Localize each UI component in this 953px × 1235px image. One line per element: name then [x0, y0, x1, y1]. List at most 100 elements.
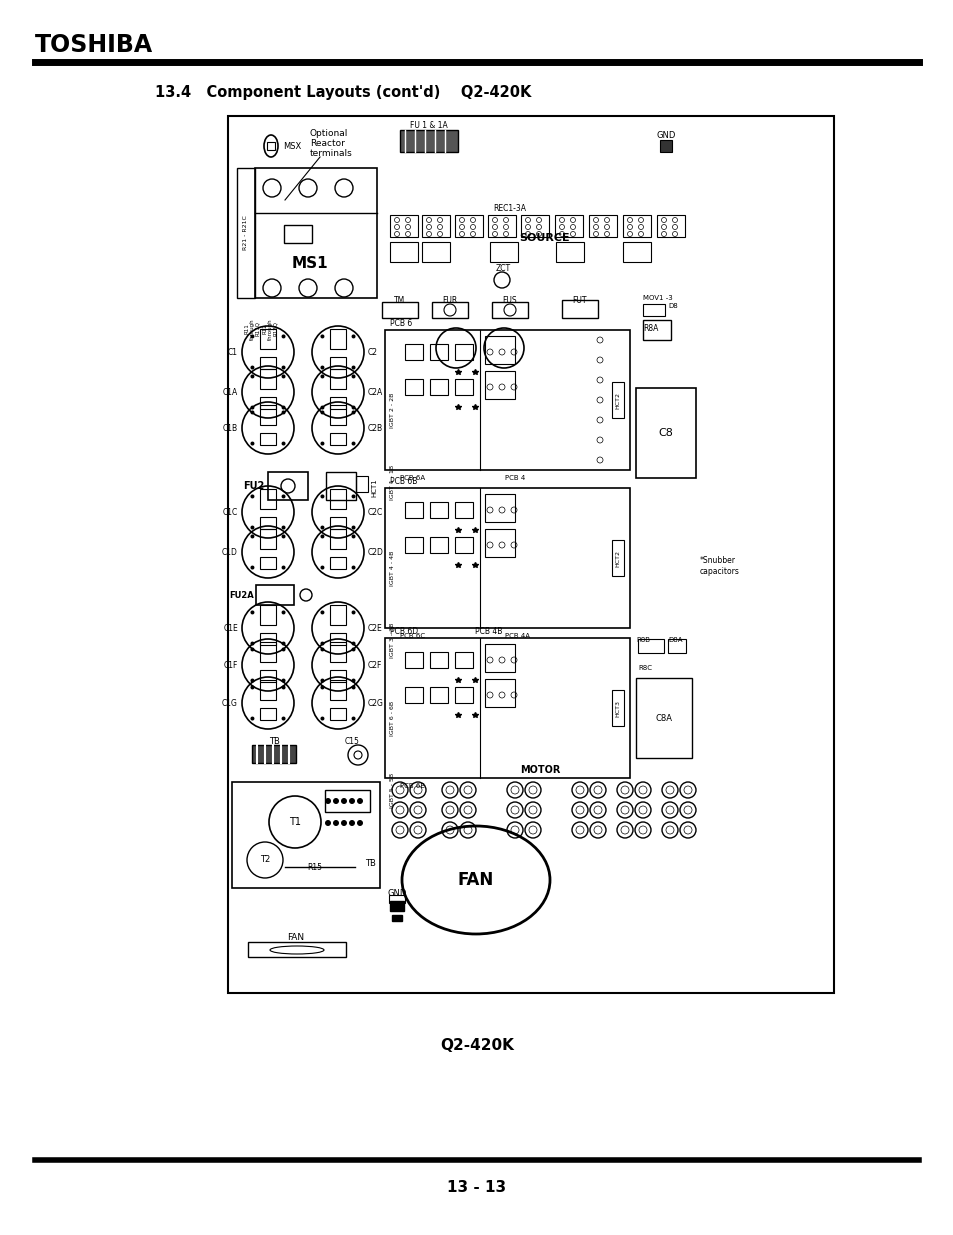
Bar [430, 687, 448, 703]
Bar [642, 304, 664, 316]
Text: C1C: C1C [222, 508, 237, 516]
Bar [260, 329, 275, 350]
Circle shape [281, 335, 285, 338]
Bar [455, 345, 473, 359]
Bar [268, 472, 308, 500]
Circle shape [320, 535, 324, 538]
Text: C2: C2 [368, 347, 377, 357]
Circle shape [320, 410, 324, 415]
Text: C15: C15 [344, 736, 359, 746]
Text: C1F: C1F [223, 661, 237, 669]
Circle shape [352, 610, 355, 615]
Bar [355, 475, 368, 492]
Text: MSX: MSX [283, 142, 301, 151]
Bar [228, 116, 833, 993]
Circle shape [251, 374, 254, 378]
Bar [636, 388, 696, 478]
Text: Optional: Optional [310, 128, 348, 137]
Bar [330, 405, 346, 425]
Text: FUR: FUR [442, 295, 457, 305]
Bar [330, 396, 346, 409]
Circle shape [251, 442, 254, 446]
Circle shape [251, 526, 254, 530]
Bar [612, 382, 623, 417]
Circle shape [320, 366, 324, 369]
Text: Q2-420K: Q2-420K [439, 1037, 514, 1052]
Text: PCB 6E: PCB 6E [399, 783, 424, 789]
Text: MOV1 -3: MOV1 -3 [642, 295, 672, 301]
Text: HCT2: HCT2 [615, 550, 619, 567]
Text: FU2A: FU2A [229, 590, 253, 599]
Text: IGBT 4 - 4B: IGBT 4 - 4B [390, 551, 395, 585]
Bar [284, 225, 312, 243]
Bar [421, 242, 450, 262]
Bar [260, 680, 275, 700]
Text: FUT: FUT [572, 295, 587, 305]
Circle shape [356, 798, 363, 804]
Circle shape [320, 374, 324, 378]
Text: FU2: FU2 [242, 480, 264, 492]
Text: IGBT 3 - 3B: IGBT 3 - 3B [390, 622, 395, 658]
Circle shape [320, 494, 324, 499]
Bar [430, 345, 448, 359]
Bar [232, 782, 379, 888]
Circle shape [281, 566, 285, 569]
Circle shape [333, 820, 338, 826]
Bar [236, 168, 254, 298]
Circle shape [340, 820, 347, 826]
Circle shape [352, 410, 355, 415]
Bar [330, 433, 346, 445]
Bar [638, 638, 663, 653]
Text: IGBT 6 - 6B: IGBT 6 - 6B [390, 700, 395, 736]
Bar [667, 638, 685, 653]
Text: R12
through
R12Q: R12 through R12Q [262, 317, 277, 340]
Bar [612, 690, 623, 726]
Text: T1: T1 [289, 818, 301, 827]
Bar [260, 405, 275, 425]
Bar [561, 300, 598, 317]
Text: GND: GND [387, 888, 406, 898]
Bar [260, 369, 275, 389]
Text: FAN: FAN [457, 871, 494, 889]
Bar [326, 472, 355, 500]
Bar [255, 585, 294, 605]
Bar [325, 790, 370, 811]
Bar [390, 215, 417, 237]
Bar [252, 745, 295, 763]
Bar [390, 902, 403, 911]
Circle shape [352, 641, 355, 646]
Bar [405, 652, 422, 668]
Text: D8: D8 [667, 303, 677, 309]
Bar [484, 336, 515, 364]
Bar [254, 168, 376, 298]
Circle shape [352, 526, 355, 530]
Text: 13 - 13: 13 - 13 [447, 1181, 506, 1195]
Text: R21 - R21C: R21 - R21C [243, 216, 248, 251]
Text: 13.4   Component Layouts (cont'd)    Q2-420K: 13.4 Component Layouts (cont'd) Q2-420K [154, 84, 531, 100]
Bar [260, 357, 275, 369]
Circle shape [320, 610, 324, 615]
Text: PCB 4A: PCB 4A [504, 634, 530, 638]
Bar [330, 489, 346, 509]
Text: TB: TB [365, 860, 375, 868]
Bar [330, 369, 346, 389]
Circle shape [281, 374, 285, 378]
Circle shape [281, 610, 285, 615]
Circle shape [333, 798, 338, 804]
Text: *Snubber: *Snubber [700, 556, 735, 564]
Bar [330, 517, 346, 529]
Bar [405, 501, 422, 517]
Bar [330, 680, 346, 700]
Circle shape [352, 335, 355, 338]
Text: GND: GND [656, 131, 675, 140]
Circle shape [320, 678, 324, 683]
Bar [455, 501, 473, 517]
Bar [260, 605, 275, 625]
Text: C1B: C1B [223, 424, 237, 432]
Circle shape [251, 685, 254, 689]
Bar [430, 537, 448, 553]
Text: PCB 6: PCB 6 [390, 319, 412, 329]
Text: Reactor: Reactor [310, 138, 345, 147]
Circle shape [251, 566, 254, 569]
Circle shape [281, 494, 285, 499]
